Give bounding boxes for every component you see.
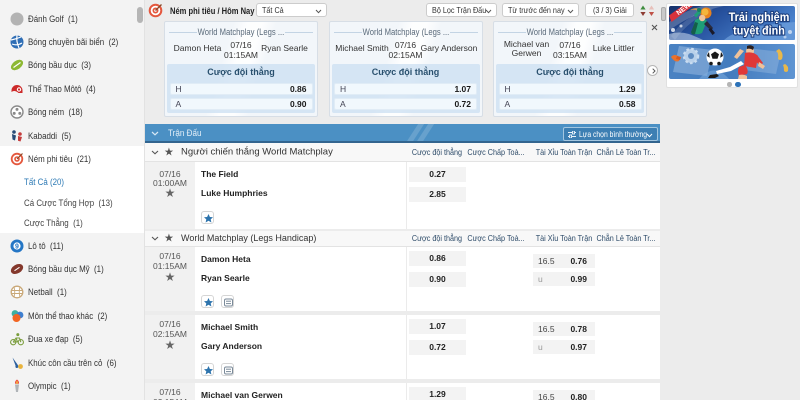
svg-text:NEW: NEW	[675, 6, 692, 17]
svg-text:9: 9	[15, 243, 19, 250]
svg-text:Trải nghiệm: Trải nghiệm	[729, 12, 790, 24]
svg-text:tuyệt đỉnh: tuyệt đỉnh	[733, 25, 785, 37]
